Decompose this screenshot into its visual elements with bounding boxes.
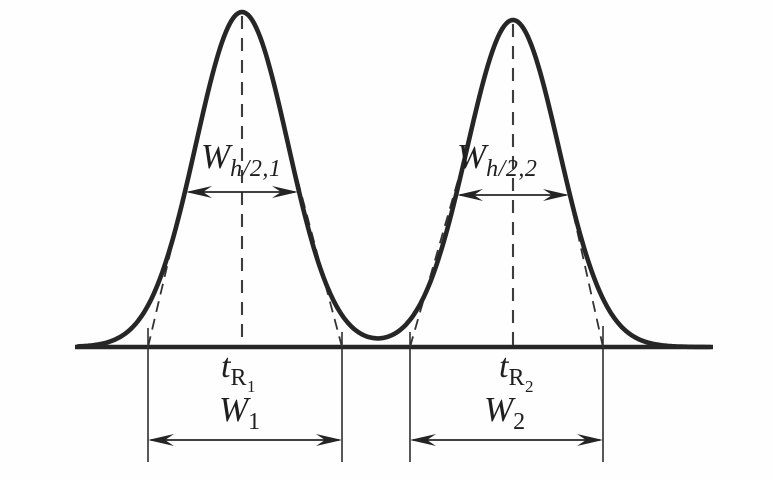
label-retention-time-2-subscript: R [508,365,525,391]
label-half-width-1: Wh/2,1 [201,137,281,181]
label-retention-time-1-subscript: R [230,365,247,391]
label-half-width-2: Wh/2,2 [457,137,537,181]
label-base-width-2: W2 [484,390,526,434]
half-width-arrow-1-left-head [186,186,212,198]
label-retention-time-2: tR2 [499,348,533,396]
label-retention-time-2-symbol: t [499,348,509,385]
base-width-arrow-2-left-head [410,434,436,446]
label-half-width-1-subscript: h/2,1 [230,156,282,182]
label-retention-time-1-subsubscript: 1 [246,377,256,396]
base-width-arrow-2-right-head [577,434,603,446]
label-retention-time-1-symbol: t [221,348,231,385]
base-width-arrow-1-right-head [316,434,342,446]
label-base-width-2-subscript: 2 [513,409,526,435]
label-retention-time-1: tR1 [221,348,255,396]
label-half-width-1-symbol: W [201,137,231,176]
base-width-arrow-1-left-head [148,434,174,446]
label-half-width-2-symbol: W [457,137,487,176]
label-base-width-2-symbol: W [484,390,514,429]
half-width-arrow-2-right-head [543,189,569,201]
half-width-arrow-2-left-head [457,189,483,201]
label-base-width-1: W1 [219,390,261,434]
peaks-curve [75,9,713,350]
label-retention-time-2-subsubscript: 2 [524,377,534,396]
half-width-arrow-1-right-head [272,186,298,198]
label-base-width-1-subscript: 1 [248,409,261,435]
label-base-width-1-symbol: W [219,390,249,429]
label-half-width-2-subscript: h/2,2 [486,156,538,182]
